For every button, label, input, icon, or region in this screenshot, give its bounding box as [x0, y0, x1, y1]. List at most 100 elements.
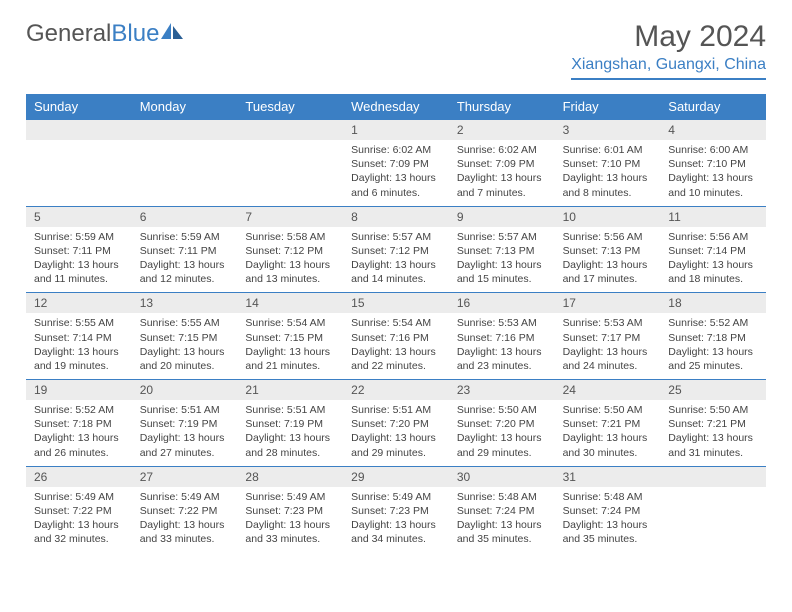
daylight-text: Daylight: 13 hours and 11 minutes. — [34, 258, 124, 286]
month-title: May 2024 — [571, 20, 766, 54]
day-number: 15 — [343, 293, 449, 313]
sunset-text: Sunset: 7:21 PM — [563, 417, 653, 431]
daylight-text: Daylight: 13 hours and 12 minutes. — [140, 258, 230, 286]
daylight-text: Daylight: 13 hours and 7 minutes. — [457, 171, 547, 199]
sunset-text: Sunset: 7:22 PM — [34, 504, 124, 518]
sunrise-text: Sunrise: 5:53 AM — [457, 316, 547, 330]
sunset-text: Sunset: 7:24 PM — [457, 504, 547, 518]
day-details: Sunrise: 5:51 AMSunset: 7:19 PMDaylight:… — [237, 400, 343, 466]
sunrise-text: Sunrise: 6:02 AM — [351, 143, 441, 157]
day-cell: 27Sunrise: 5:49 AMSunset: 7:22 PMDayligh… — [132, 467, 238, 553]
day-cell: 12Sunrise: 5:55 AMSunset: 7:14 PMDayligh… — [26, 293, 132, 379]
sunset-text: Sunset: 7:19 PM — [140, 417, 230, 431]
sunrise-text: Sunrise: 5:49 AM — [245, 490, 335, 504]
sunset-text: Sunset: 7:22 PM — [140, 504, 230, 518]
day-details: Sunrise: 5:49 AMSunset: 7:22 PMDaylight:… — [132, 487, 238, 553]
day-details: Sunrise: 5:54 AMSunset: 7:16 PMDaylight:… — [343, 313, 449, 379]
week-row: 19Sunrise: 5:52 AMSunset: 7:18 PMDayligh… — [26, 379, 766, 466]
sunrise-text: Sunrise: 5:48 AM — [563, 490, 653, 504]
day-cell: 22Sunrise: 5:51 AMSunset: 7:20 PMDayligh… — [343, 380, 449, 466]
sunset-text: Sunset: 7:13 PM — [457, 244, 547, 258]
day-number: 20 — [132, 380, 238, 400]
day-number: 25 — [660, 380, 766, 400]
week-row: 5Sunrise: 5:59 AMSunset: 7:11 PMDaylight… — [26, 206, 766, 293]
day-number: 30 — [449, 467, 555, 487]
sunset-text: Sunset: 7:23 PM — [351, 504, 441, 518]
daylight-text: Daylight: 13 hours and 29 minutes. — [351, 431, 441, 459]
sunrise-text: Sunrise: 5:58 AM — [245, 230, 335, 244]
day-cell: 21Sunrise: 5:51 AMSunset: 7:19 PMDayligh… — [237, 380, 343, 466]
day-number: 2 — [449, 120, 555, 140]
day-number: 8 — [343, 207, 449, 227]
day-number: 9 — [449, 207, 555, 227]
day-details: Sunrise: 5:59 AMSunset: 7:11 PMDaylight:… — [26, 227, 132, 293]
sunset-text: Sunset: 7:20 PM — [351, 417, 441, 431]
sunrise-text: Sunrise: 5:51 AM — [140, 403, 230, 417]
daylight-text: Daylight: 13 hours and 23 minutes. — [457, 345, 547, 373]
day-cell: 25Sunrise: 5:50 AMSunset: 7:21 PMDayligh… — [660, 380, 766, 466]
day-number — [237, 120, 343, 140]
title-block: May 2024 Xiangshan, Guangxi, China — [571, 20, 766, 80]
page-root: GeneralBlue May 2024 Xiangshan, Guangxi,… — [0, 0, 792, 572]
day-cell: 23Sunrise: 5:50 AMSunset: 7:20 PMDayligh… — [449, 380, 555, 466]
day-details: Sunrise: 5:50 AMSunset: 7:20 PMDaylight:… — [449, 400, 555, 466]
day-number: 12 — [26, 293, 132, 313]
day-number: 14 — [237, 293, 343, 313]
day-number: 5 — [26, 207, 132, 227]
day-details: Sunrise: 5:48 AMSunset: 7:24 PMDaylight:… — [449, 487, 555, 553]
sunrise-text: Sunrise: 5:50 AM — [668, 403, 758, 417]
sunset-text: Sunset: 7:17 PM — [563, 331, 653, 345]
weeks-container: 1Sunrise: 6:02 AMSunset: 7:09 PMDaylight… — [26, 119, 766, 552]
day-cell: 28Sunrise: 5:49 AMSunset: 7:23 PMDayligh… — [237, 467, 343, 553]
day-details: Sunrise: 5:56 AMSunset: 7:14 PMDaylight:… — [660, 227, 766, 293]
day-number: 29 — [343, 467, 449, 487]
day-cell: 6Sunrise: 5:59 AMSunset: 7:11 PMDaylight… — [132, 207, 238, 293]
day-details: Sunrise: 6:01 AMSunset: 7:10 PMDaylight:… — [555, 140, 661, 206]
sunrise-text: Sunrise: 5:49 AM — [351, 490, 441, 504]
daylight-text: Daylight: 13 hours and 19 minutes. — [34, 345, 124, 373]
daylight-text: Daylight: 13 hours and 25 minutes. — [668, 345, 758, 373]
day-cell: 18Sunrise: 5:52 AMSunset: 7:18 PMDayligh… — [660, 293, 766, 379]
daylight-text: Daylight: 13 hours and 28 minutes. — [245, 431, 335, 459]
sunset-text: Sunset: 7:09 PM — [351, 157, 441, 171]
sunrise-text: Sunrise: 5:57 AM — [457, 230, 547, 244]
day-details: Sunrise: 5:50 AMSunset: 7:21 PMDaylight:… — [660, 400, 766, 466]
day-cell: 5Sunrise: 5:59 AMSunset: 7:11 PMDaylight… — [26, 207, 132, 293]
sunset-text: Sunset: 7:14 PM — [668, 244, 758, 258]
sunset-text: Sunset: 7:13 PM — [563, 244, 653, 258]
day-cell: 8Sunrise: 5:57 AMSunset: 7:12 PMDaylight… — [343, 207, 449, 293]
day-details: Sunrise: 5:53 AMSunset: 7:17 PMDaylight:… — [555, 313, 661, 379]
day-cell: 29Sunrise: 5:49 AMSunset: 7:23 PMDayligh… — [343, 467, 449, 553]
day-number: 13 — [132, 293, 238, 313]
daylight-text: Daylight: 13 hours and 35 minutes. — [563, 518, 653, 546]
day-number: 7 — [237, 207, 343, 227]
day-number: 24 — [555, 380, 661, 400]
dayname-tuesday: Tuesday — [237, 94, 343, 119]
sunrise-text: Sunrise: 5:56 AM — [563, 230, 653, 244]
sunrise-text: Sunrise: 5:49 AM — [34, 490, 124, 504]
day-number: 6 — [132, 207, 238, 227]
logo-sail-icon — [161, 20, 183, 48]
sunrise-text: Sunrise: 5:48 AM — [457, 490, 547, 504]
sunrise-text: Sunrise: 5:50 AM — [457, 403, 547, 417]
sunrise-text: Sunrise: 5:56 AM — [668, 230, 758, 244]
sunset-text: Sunset: 7:12 PM — [351, 244, 441, 258]
day-cell: 31Sunrise: 5:48 AMSunset: 7:24 PMDayligh… — [555, 467, 661, 553]
day-cell — [237, 120, 343, 206]
day-cell: 17Sunrise: 5:53 AMSunset: 7:17 PMDayligh… — [555, 293, 661, 379]
daylight-text: Daylight: 13 hours and 29 minutes. — [457, 431, 547, 459]
sunset-text: Sunset: 7:16 PM — [457, 331, 547, 345]
day-number — [132, 120, 238, 140]
day-details: Sunrise: 6:00 AMSunset: 7:10 PMDaylight:… — [660, 140, 766, 206]
sunrise-text: Sunrise: 5:59 AM — [140, 230, 230, 244]
day-cell: 4Sunrise: 6:00 AMSunset: 7:10 PMDaylight… — [660, 120, 766, 206]
day-details: Sunrise: 5:48 AMSunset: 7:24 PMDaylight:… — [555, 487, 661, 553]
sunset-text: Sunset: 7:11 PM — [34, 244, 124, 258]
day-number: 26 — [26, 467, 132, 487]
day-details: Sunrise: 5:56 AMSunset: 7:13 PMDaylight:… — [555, 227, 661, 293]
daylight-text: Daylight: 13 hours and 30 minutes. — [563, 431, 653, 459]
sunset-text: Sunset: 7:18 PM — [34, 417, 124, 431]
sunrise-text: Sunrise: 5:50 AM — [563, 403, 653, 417]
logo: GeneralBlue — [26, 20, 183, 48]
day-cell: 14Sunrise: 5:54 AMSunset: 7:15 PMDayligh… — [237, 293, 343, 379]
